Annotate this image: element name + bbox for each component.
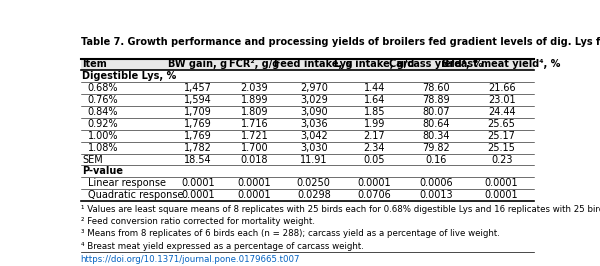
Text: 3,030: 3,030 [300, 143, 328, 153]
Text: 0.76%: 0.76% [88, 95, 118, 105]
Text: 3,090: 3,090 [300, 107, 328, 117]
Text: 1.721: 1.721 [241, 131, 268, 141]
Text: 1,594: 1,594 [184, 95, 212, 105]
Text: 21.66: 21.66 [488, 83, 515, 93]
Text: 0.92%: 0.92% [88, 119, 118, 129]
Text: 0.0298: 0.0298 [297, 190, 331, 200]
Text: 0.0001: 0.0001 [181, 190, 215, 200]
Text: 0.0250: 0.0250 [297, 178, 331, 188]
Text: 1.64: 1.64 [364, 95, 385, 105]
Text: Breast meat yield⁴, %: Breast meat yield⁴, % [442, 60, 561, 69]
Text: 3,036: 3,036 [300, 119, 328, 129]
Text: 2.17: 2.17 [364, 131, 385, 141]
Text: 2,970: 2,970 [300, 83, 328, 93]
Text: 0.0001: 0.0001 [238, 190, 271, 200]
Text: ² Feed conversion ratio corrected for mortality weight.: ² Feed conversion ratio corrected for mo… [80, 217, 314, 226]
Text: 0.84%: 0.84% [88, 107, 118, 117]
Text: 1.899: 1.899 [241, 95, 268, 105]
Text: 1,709: 1,709 [184, 107, 212, 117]
Text: ¹ Values are least square means of 8 replicates with 25 birds each for 0.68% dig: ¹ Values are least square means of 8 rep… [80, 205, 600, 214]
Text: 11.91: 11.91 [300, 155, 328, 165]
Text: 0.018: 0.018 [241, 155, 268, 165]
Text: 0.23: 0.23 [491, 155, 512, 165]
Text: 0.0006: 0.0006 [419, 178, 453, 188]
Text: 1.85: 1.85 [364, 107, 385, 117]
Text: 79.82: 79.82 [422, 143, 450, 153]
Text: Linear response: Linear response [88, 178, 166, 188]
Text: 2.039: 2.039 [241, 83, 268, 93]
Text: 3,029: 3,029 [300, 95, 328, 105]
Text: 1,782: 1,782 [184, 143, 212, 153]
Text: SEM: SEM [82, 155, 103, 165]
Text: FCR², g/g: FCR², g/g [229, 60, 280, 69]
Text: 1.99: 1.99 [364, 119, 385, 129]
Text: 0.16: 0.16 [425, 155, 447, 165]
Text: 1.00%: 1.00% [88, 131, 118, 141]
Text: https://doi.org/10.1371/journal.pone.0179665.t007: https://doi.org/10.1371/journal.pone.017… [80, 255, 300, 264]
Text: 1,769: 1,769 [184, 131, 212, 141]
Text: 78.60: 78.60 [422, 83, 450, 93]
Text: 25.17: 25.17 [488, 131, 515, 141]
Text: 3,042: 3,042 [300, 131, 328, 141]
Text: 1.44: 1.44 [364, 83, 385, 93]
Bar [80, 59, 535, 70]
Text: 1,769: 1,769 [184, 119, 212, 129]
Text: 23.01: 23.01 [488, 95, 515, 105]
Text: 1.08%: 1.08% [88, 143, 118, 153]
Text: Feed intake, g: Feed intake, g [274, 60, 353, 69]
Text: Item: Item [82, 60, 107, 69]
Text: 0.0001: 0.0001 [181, 178, 215, 188]
Text: 0.0001: 0.0001 [358, 178, 391, 188]
Text: 0.0013: 0.0013 [419, 190, 453, 200]
Text: 0.0001: 0.0001 [238, 178, 271, 188]
Text: 1.809: 1.809 [241, 107, 268, 117]
Text: 80.07: 80.07 [422, 107, 450, 117]
Text: 0.0001: 0.0001 [485, 178, 518, 188]
Text: 1.700: 1.700 [241, 143, 268, 153]
Text: Carcass yield³, %: Carcass yield³, % [389, 60, 483, 69]
Text: 78.89: 78.89 [422, 95, 450, 105]
Text: 80.34: 80.34 [422, 131, 450, 141]
Text: 0.68%: 0.68% [88, 83, 118, 93]
Text: 25.65: 25.65 [488, 119, 515, 129]
Text: 2.34: 2.34 [364, 143, 385, 153]
Text: ⁴ Breast meat yield expressed as a percentage of carcass weight.: ⁴ Breast meat yield expressed as a perce… [80, 242, 364, 251]
Text: ³ Means from 8 replicates of 6 birds each (n = 288); carcass yield as a percenta: ³ Means from 8 replicates of 6 birds eac… [80, 229, 499, 238]
Text: 0.0001: 0.0001 [485, 190, 518, 200]
Text: 24.44: 24.44 [488, 107, 515, 117]
Text: 0.0706: 0.0706 [358, 190, 391, 200]
Text: 18.54: 18.54 [184, 155, 212, 165]
Text: BW gain, g: BW gain, g [168, 60, 227, 69]
Text: 0.05: 0.05 [364, 155, 385, 165]
Text: Quadratic response: Quadratic response [88, 190, 183, 200]
Text: 1.716: 1.716 [241, 119, 268, 129]
Text: P-value: P-value [82, 167, 124, 176]
Text: Digestible Lys, %: Digestible Lys, % [82, 71, 176, 81]
Text: Table 7. Growth performance and processing yields of broilers fed gradient level: Table 7. Growth performance and processi… [80, 37, 600, 47]
Text: 1,457: 1,457 [184, 83, 212, 93]
Text: Lys intake, g/d: Lys intake, g/d [334, 60, 415, 69]
Text: 80.64: 80.64 [422, 119, 450, 129]
Text: 25.15: 25.15 [488, 143, 515, 153]
